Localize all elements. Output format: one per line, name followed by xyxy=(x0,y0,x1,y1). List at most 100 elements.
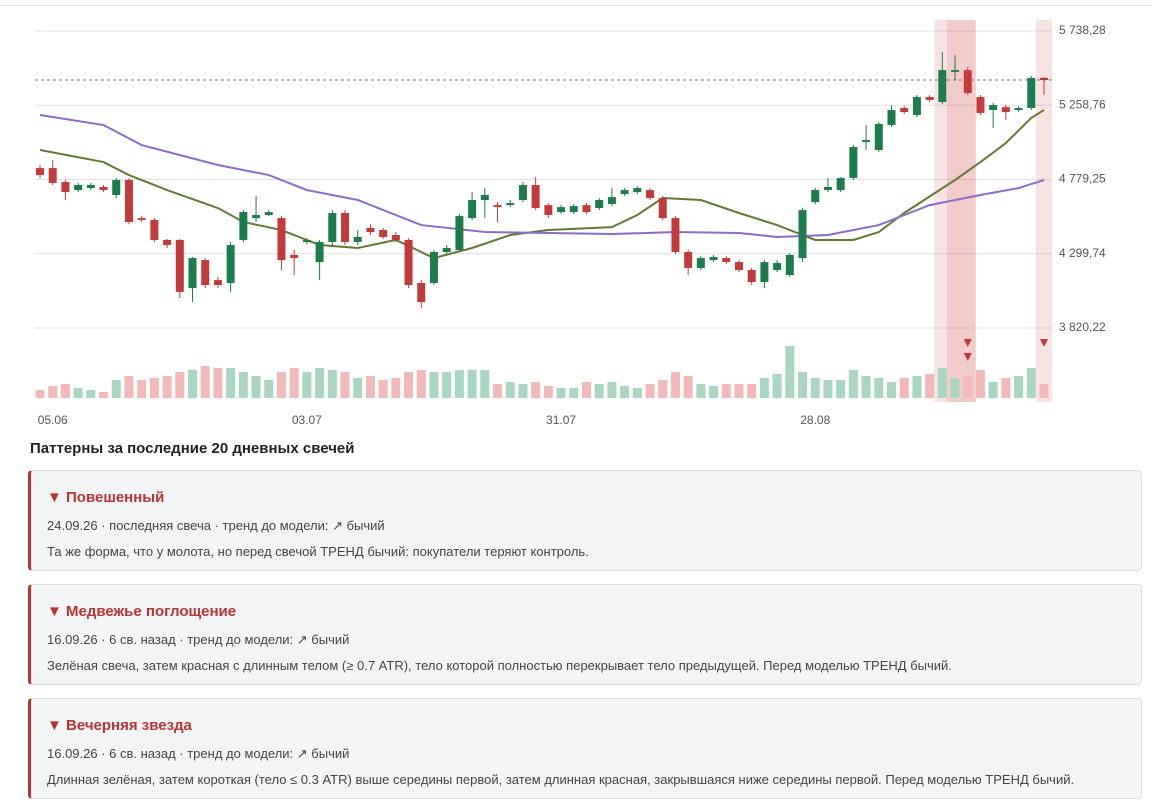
volume-bar xyxy=(505,382,515,398)
volume-bar xyxy=(785,346,795,398)
candle-body xyxy=(1001,107,1010,113)
candle-body xyxy=(277,218,286,261)
candle-body xyxy=(1027,77,1036,109)
volume-bar xyxy=(975,370,985,398)
volume-bar xyxy=(365,376,375,398)
volume-bar xyxy=(836,380,846,398)
volume-bar xyxy=(137,380,147,398)
volume-bar xyxy=(429,372,439,398)
candle-body xyxy=(226,245,235,283)
volume-bar xyxy=(1039,384,1049,398)
top-rule xyxy=(0,5,1152,6)
pattern-marker xyxy=(963,353,972,361)
candle-body xyxy=(989,105,998,111)
volume-bar xyxy=(734,384,744,398)
candle-body xyxy=(912,97,921,115)
candle-body xyxy=(963,70,972,94)
candle-body xyxy=(74,184,83,191)
candle-body xyxy=(633,188,642,193)
volume-bar xyxy=(188,370,198,398)
volume-bar xyxy=(670,372,680,398)
candle-body xyxy=(951,70,960,72)
volume-bar xyxy=(315,368,325,398)
candle-body xyxy=(900,108,909,113)
candle-body xyxy=(163,239,172,246)
candle-body xyxy=(671,218,680,253)
pattern-marker xyxy=(1040,339,1048,347)
volume-bar xyxy=(467,370,477,398)
pattern-card: ▼ Вечерняя звезда 16.09.26 · 6 св. назад… xyxy=(28,698,1142,799)
volume-bar xyxy=(899,378,909,398)
x-tick-label: 03.07 xyxy=(292,413,322,427)
volume-bar xyxy=(302,372,312,398)
volume-bar xyxy=(175,372,185,398)
volume-bar xyxy=(709,386,719,398)
candle-body xyxy=(480,195,489,200)
volume-bar xyxy=(645,384,655,398)
volume-bar xyxy=(747,384,757,398)
volume-bar xyxy=(391,378,401,398)
volume-bar xyxy=(963,376,973,398)
candle-body xyxy=(175,239,184,292)
candle-body xyxy=(747,269,756,283)
volume-bar xyxy=(1001,378,1011,398)
candle-body xyxy=(938,70,947,102)
volume-bar xyxy=(772,374,782,398)
candle-body xyxy=(417,282,426,303)
volume-bar xyxy=(620,386,630,398)
candle-body xyxy=(429,252,438,283)
candle-body xyxy=(544,205,553,216)
candle-body xyxy=(1014,108,1023,111)
volume-bar xyxy=(226,368,236,398)
volume-bar xyxy=(327,370,337,398)
candle-body xyxy=(607,197,616,205)
candle-body xyxy=(290,254,299,259)
candle-body xyxy=(734,262,743,270)
volume-bar xyxy=(556,388,566,398)
x-tick-label: 28.08 xyxy=(800,413,830,427)
candle-body xyxy=(684,252,693,268)
candle-body xyxy=(264,212,273,216)
volume-bar xyxy=(251,376,261,398)
volume-bar xyxy=(683,376,693,398)
candle-body xyxy=(531,184,540,209)
x-tick-label: 05.06 xyxy=(38,413,68,427)
chart: 5 738,28 5 258,76 4 779,25 4 299,74 3 820,22… xyxy=(35,20,1106,427)
candle-body xyxy=(874,123,883,150)
y-tick-label: 3 820,22 xyxy=(1059,320,1106,334)
pattern-card: ▼ Медвежье поглощение 16.09.26 · 6 св. н… xyxy=(28,584,1142,685)
volume-bar xyxy=(874,378,884,398)
volume-bar xyxy=(823,380,833,398)
volume-bar xyxy=(912,376,922,398)
x-tick-label: 31.07 xyxy=(546,413,576,427)
patterns-heading: Паттерны за последние 20 дневных свечей xyxy=(30,440,355,457)
moving-average xyxy=(39,109,1045,260)
volume-bar xyxy=(607,382,617,398)
volume-bar xyxy=(238,372,248,398)
volume-bar xyxy=(721,384,731,398)
volume-bar xyxy=(289,368,299,398)
pattern-meta: 16.09.26 · 6 св. назад · тренд до модели… xyxy=(47,632,350,647)
candle-body xyxy=(391,234,400,240)
volume-bar xyxy=(111,380,121,398)
candle-body xyxy=(468,199,477,219)
candle-body xyxy=(722,258,731,263)
candle-body xyxy=(315,241,324,263)
candle-body xyxy=(252,215,261,219)
volume-bar xyxy=(581,382,591,398)
volume-bar xyxy=(798,372,808,398)
volume-bar xyxy=(950,378,960,398)
volume-bar xyxy=(531,382,541,398)
volume-bar xyxy=(569,388,579,398)
volume-bar xyxy=(696,384,706,398)
volume-bar xyxy=(200,366,210,398)
candle-body xyxy=(124,180,133,222)
volume-bar xyxy=(480,370,490,398)
candle-body xyxy=(620,190,629,195)
candle-body xyxy=(442,247,451,253)
volume-bar xyxy=(632,388,642,398)
pattern-description: Длинная зелёная, затем короткая (тело ≤ … xyxy=(47,772,1075,787)
candle-body xyxy=(379,230,388,238)
volume-bar xyxy=(378,380,388,398)
candle-body xyxy=(862,140,871,143)
